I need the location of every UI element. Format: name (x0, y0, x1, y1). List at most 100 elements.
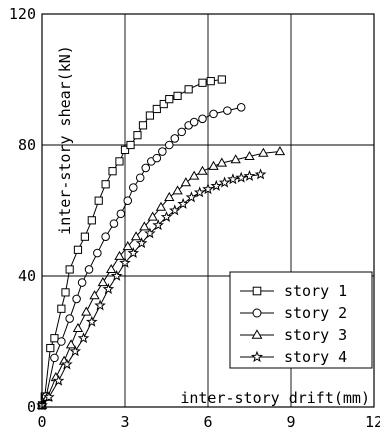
circle-marker (198, 114, 207, 124)
square-marker (133, 131, 142, 140)
triangle-marker (208, 160, 219, 170)
square-marker (159, 99, 168, 109)
square-marker (57, 304, 66, 313)
star-marker (254, 168, 267, 180)
triangle-marker (114, 250, 125, 260)
star-marker (135, 237, 148, 249)
triangle-marker (180, 177, 192, 187)
square-marker (61, 288, 70, 297)
circle-marker (177, 127, 186, 137)
square-marker (87, 216, 96, 225)
star-marker (52, 374, 65, 386)
circle-marker (84, 265, 94, 274)
square-marker (165, 95, 174, 104)
y-axis-label: inter-story shear(kN) (56, 45, 74, 235)
legend-label: story 1 (284, 282, 347, 300)
legend-entry: story 3 (240, 326, 347, 344)
y-tick-label: 80 (18, 136, 36, 154)
triangle-marker (251, 329, 263, 339)
star-marker (235, 171, 247, 183)
triangle-marker (230, 154, 241, 164)
circle-marker (77, 278, 87, 287)
square-marker (152, 104, 161, 114)
legend-label: story 2 (284, 304, 347, 322)
star-marker (193, 186, 206, 198)
circle-marker (189, 117, 199, 127)
triangle-marker (81, 306, 92, 316)
triangle-marker (147, 211, 158, 221)
star-marker (185, 191, 198, 203)
square-marker (173, 91, 182, 100)
star-marker (69, 345, 81, 357)
circle-marker (223, 106, 232, 115)
y-tick-label: 40 (18, 267, 36, 285)
plot-frame (41, 13, 375, 408)
star-marker (61, 358, 73, 370)
legend: story 1 story 2 story 3 story 4 (229, 271, 373, 369)
star-marker (152, 219, 164, 231)
triangle-marker (244, 150, 255, 161)
circle-marker (135, 173, 145, 183)
circle-marker (141, 163, 151, 173)
star-marker (94, 299, 106, 311)
square-marker (73, 245, 83, 254)
triangle-marker (105, 263, 117, 274)
circle-marker (123, 196, 133, 205)
circle-marker (152, 153, 162, 163)
circle-marker (209, 109, 218, 119)
square-marker (217, 75, 226, 84)
triangle-marker (65, 339, 77, 349)
legend-entry: story 4 (240, 348, 347, 366)
triangle-marker (72, 322, 84, 332)
x-tick-label: 9 (286, 413, 295, 431)
star-marker (202, 183, 214, 195)
triangle-marker (164, 191, 175, 201)
triangle-marker (172, 185, 183, 195)
plot-series (36, 75, 286, 411)
circle-marker (109, 219, 119, 228)
x-tick-label: 3 (120, 413, 129, 431)
triangle-marker (155, 201, 167, 211)
circle-marker (65, 314, 74, 323)
circle-marker (170, 134, 180, 143)
star-marker (169, 204, 181, 216)
square-marker (206, 77, 215, 86)
square-marker (145, 111, 155, 120)
triangle-marker (139, 221, 150, 231)
x-tick-label: 6 (203, 413, 212, 431)
legend-label: story 3 (284, 326, 347, 344)
square-marker (120, 145, 130, 155)
star-marker (86, 315, 98, 327)
triangle-marker (188, 170, 200, 180)
square-marker (252, 286, 262, 296)
y-tick-label: 120 (9, 5, 36, 23)
star-marker (177, 197, 189, 209)
star-marker (43, 391, 55, 403)
triangle-marker (258, 147, 269, 157)
square-marker (46, 343, 55, 353)
triangle-marker (130, 231, 142, 241)
star-marker (218, 176, 231, 188)
star-marker (243, 170, 256, 182)
star-marker (210, 179, 223, 191)
star-marker (160, 210, 173, 222)
star-marker (227, 173, 239, 185)
y-tick-label: 0 (27, 398, 36, 416)
circle-marker (101, 232, 110, 241)
square-marker (184, 85, 193, 94)
circle-marker (129, 183, 138, 192)
square-marker (108, 167, 117, 176)
circle-marker (72, 294, 81, 304)
triangle-marker (216, 157, 228, 167)
x-axis-label: inter-story drift(mm) (180, 389, 370, 407)
triangle-marker (97, 277, 109, 287)
star-marker (144, 227, 156, 239)
star-marker (119, 256, 131, 268)
legend-entry: story 1 (240, 282, 347, 300)
star-marker (250, 350, 264, 363)
x-tick-label: 12 (365, 413, 380, 431)
star-marker (127, 246, 140, 259)
triangle-marker (274, 146, 286, 156)
square-marker (126, 140, 135, 150)
